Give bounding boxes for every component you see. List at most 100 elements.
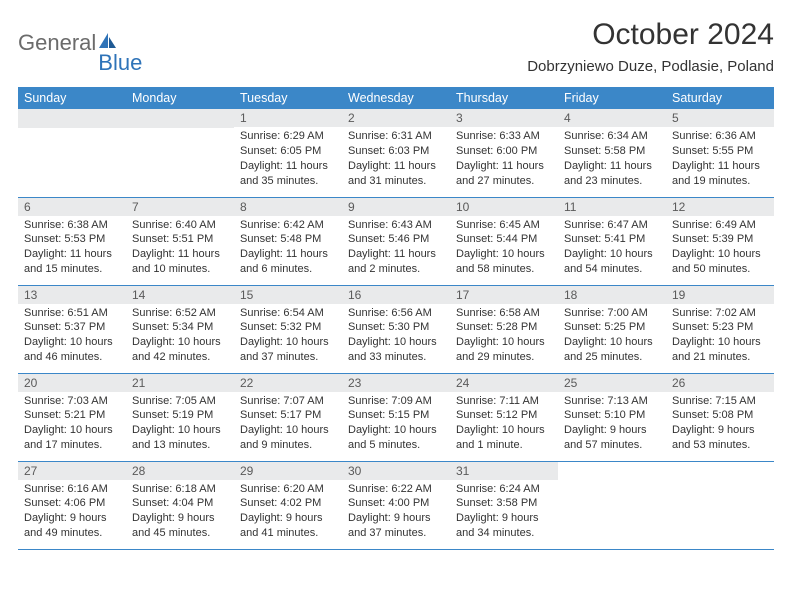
- daylight-line: Daylight: 11 hours and 2 minutes.: [348, 247, 444, 277]
- sunset-line: Sunset: 5:55 PM: [672, 144, 768, 159]
- calendar-day-cell: 25Sunrise: 7:13 AMSunset: 5:10 PMDayligh…: [558, 373, 666, 461]
- sunset-line: Sunset: 3:58 PM: [456, 496, 552, 511]
- calendar-day-cell: 11Sunrise: 6:47 AMSunset: 5:41 PMDayligh…: [558, 197, 666, 285]
- day-number: 20: [18, 374, 126, 392]
- title-block: October 2024 Dobrzyniewo Duze, Podlasie,…: [527, 18, 774, 75]
- sunset-line: Sunset: 5:41 PM: [564, 232, 660, 247]
- day-details: Sunrise: 6:29 AMSunset: 6:05 PMDaylight:…: [234, 127, 342, 192]
- calendar-empty-cell: [558, 461, 666, 549]
- daylight-line: Daylight: 9 hours and 37 minutes.: [348, 511, 444, 541]
- sunrise-line: Sunrise: 6:29 AM: [240, 129, 336, 144]
- sunrise-line: Sunrise: 7:07 AM: [240, 394, 336, 409]
- calendar-day-cell: 24Sunrise: 7:11 AMSunset: 5:12 PMDayligh…: [450, 373, 558, 461]
- calendar-day-cell: 1Sunrise: 6:29 AMSunset: 6:05 PMDaylight…: [234, 109, 342, 197]
- calendar-day-cell: 22Sunrise: 7:07 AMSunset: 5:17 PMDayligh…: [234, 373, 342, 461]
- calendar-day-cell: 10Sunrise: 6:45 AMSunset: 5:44 PMDayligh…: [450, 197, 558, 285]
- sunset-line: Sunset: 5:19 PM: [132, 408, 228, 423]
- calendar-week-row: 13Sunrise: 6:51 AMSunset: 5:37 PMDayligh…: [18, 285, 774, 373]
- day-details: Sunrise: 6:33 AMSunset: 6:00 PMDaylight:…: [450, 127, 558, 192]
- daylight-line: Daylight: 9 hours and 49 minutes.: [24, 511, 120, 541]
- day-number: 12: [666, 198, 774, 216]
- daylight-line: Daylight: 10 hours and 37 minutes.: [240, 335, 336, 365]
- sunset-line: Sunset: 5:10 PM: [564, 408, 660, 423]
- sunset-line: Sunset: 5:28 PM: [456, 320, 552, 335]
- day-number: 9: [342, 198, 450, 216]
- day-details: Sunrise: 6:16 AMSunset: 4:06 PMDaylight:…: [18, 480, 126, 545]
- calendar-day-cell: 18Sunrise: 7:00 AMSunset: 5:25 PMDayligh…: [558, 285, 666, 373]
- sunrise-line: Sunrise: 6:51 AM: [24, 306, 120, 321]
- sunrise-line: Sunrise: 7:09 AM: [348, 394, 444, 409]
- sunset-line: Sunset: 5:15 PM: [348, 408, 444, 423]
- sunset-line: Sunset: 5:39 PM: [672, 232, 768, 247]
- calendar-day-cell: 12Sunrise: 6:49 AMSunset: 5:39 PMDayligh…: [666, 197, 774, 285]
- day-details: Sunrise: 7:05 AMSunset: 5:19 PMDaylight:…: [126, 392, 234, 457]
- daylight-line: Daylight: 10 hours and 21 minutes.: [672, 335, 768, 365]
- daylight-line: Daylight: 11 hours and 23 minutes.: [564, 159, 660, 189]
- sunset-line: Sunset: 5:30 PM: [348, 320, 444, 335]
- day-number: 25: [558, 374, 666, 392]
- day-details: Sunrise: 6:43 AMSunset: 5:46 PMDaylight:…: [342, 216, 450, 281]
- sunset-line: Sunset: 5:58 PM: [564, 144, 660, 159]
- sunrise-line: Sunrise: 6:18 AM: [132, 482, 228, 497]
- sunset-line: Sunset: 5:48 PM: [240, 232, 336, 247]
- day-number: 3: [450, 109, 558, 127]
- sunrise-line: Sunrise: 6:54 AM: [240, 306, 336, 321]
- day-details: Sunrise: 6:31 AMSunset: 6:03 PMDaylight:…: [342, 127, 450, 192]
- daylight-line: Daylight: 10 hours and 33 minutes.: [348, 335, 444, 365]
- daylight-line: Daylight: 10 hours and 50 minutes.: [672, 247, 768, 277]
- day-details: Sunrise: 7:00 AMSunset: 5:25 PMDaylight:…: [558, 304, 666, 369]
- sunset-line: Sunset: 5:32 PM: [240, 320, 336, 335]
- day-number: 13: [18, 286, 126, 304]
- calendar-day-cell: 27Sunrise: 6:16 AMSunset: 4:06 PMDayligh…: [18, 461, 126, 549]
- daylight-line: Daylight: 10 hours and 29 minutes.: [456, 335, 552, 365]
- day-details: Sunrise: 6:42 AMSunset: 5:48 PMDaylight:…: [234, 216, 342, 281]
- day-details: Sunrise: 6:18 AMSunset: 4:04 PMDaylight:…: [126, 480, 234, 545]
- daylight-line: Daylight: 10 hours and 46 minutes.: [24, 335, 120, 365]
- sunrise-line: Sunrise: 6:52 AM: [132, 306, 228, 321]
- calendar-day-cell: 8Sunrise: 6:42 AMSunset: 5:48 PMDaylight…: [234, 197, 342, 285]
- daylight-line: Daylight: 11 hours and 31 minutes.: [348, 159, 444, 189]
- sunset-line: Sunset: 5:53 PM: [24, 232, 120, 247]
- sunset-line: Sunset: 5:23 PM: [672, 320, 768, 335]
- sunset-line: Sunset: 4:04 PM: [132, 496, 228, 511]
- daylight-line: Daylight: 11 hours and 10 minutes.: [132, 247, 228, 277]
- sunrise-line: Sunrise: 6:34 AM: [564, 129, 660, 144]
- day-number: 14: [126, 286, 234, 304]
- day-number: 29: [234, 462, 342, 480]
- sunrise-line: Sunrise: 7:13 AM: [564, 394, 660, 409]
- weekday-header: Monday: [126, 87, 234, 109]
- sunset-line: Sunset: 5:25 PM: [564, 320, 660, 335]
- calendar-week-row: 6Sunrise: 6:38 AMSunset: 5:53 PMDaylight…: [18, 197, 774, 285]
- calendar-day-cell: 20Sunrise: 7:03 AMSunset: 5:21 PMDayligh…: [18, 373, 126, 461]
- sunrise-line: Sunrise: 6:22 AM: [348, 482, 444, 497]
- day-number: 6: [18, 198, 126, 216]
- day-number: 7: [126, 198, 234, 216]
- day-details: Sunrise: 7:07 AMSunset: 5:17 PMDaylight:…: [234, 392, 342, 457]
- empty-daynum: [18, 109, 126, 128]
- daylight-line: Daylight: 11 hours and 6 minutes.: [240, 247, 336, 277]
- daylight-line: Daylight: 10 hours and 13 minutes.: [132, 423, 228, 453]
- calendar-day-cell: 7Sunrise: 6:40 AMSunset: 5:51 PMDaylight…: [126, 197, 234, 285]
- calendar-day-cell: 13Sunrise: 6:51 AMSunset: 5:37 PMDayligh…: [18, 285, 126, 373]
- sunrise-line: Sunrise: 7:02 AM: [672, 306, 768, 321]
- calendar-day-cell: 9Sunrise: 6:43 AMSunset: 5:46 PMDaylight…: [342, 197, 450, 285]
- day-details: Sunrise: 7:11 AMSunset: 5:12 PMDaylight:…: [450, 392, 558, 457]
- day-details: Sunrise: 6:40 AMSunset: 5:51 PMDaylight:…: [126, 216, 234, 281]
- sunset-line: Sunset: 5:34 PM: [132, 320, 228, 335]
- calendar-week-row: 20Sunrise: 7:03 AMSunset: 5:21 PMDayligh…: [18, 373, 774, 461]
- calendar-empty-cell: [126, 109, 234, 197]
- day-details: Sunrise: 6:51 AMSunset: 5:37 PMDaylight:…: [18, 304, 126, 369]
- calendar-body: 1Sunrise: 6:29 AMSunset: 6:05 PMDaylight…: [18, 109, 774, 549]
- daylight-line: Daylight: 10 hours and 58 minutes.: [456, 247, 552, 277]
- day-details: Sunrise: 6:47 AMSunset: 5:41 PMDaylight:…: [558, 216, 666, 281]
- daylight-line: Daylight: 10 hours and 5 minutes.: [348, 423, 444, 453]
- empty-daynum: [126, 109, 234, 128]
- day-details: Sunrise: 7:03 AMSunset: 5:21 PMDaylight:…: [18, 392, 126, 457]
- brand-part2: Blue: [98, 52, 142, 74]
- calendar-day-cell: 6Sunrise: 6:38 AMSunset: 5:53 PMDaylight…: [18, 197, 126, 285]
- day-number: 5: [666, 109, 774, 127]
- day-details: Sunrise: 7:09 AMSunset: 5:15 PMDaylight:…: [342, 392, 450, 457]
- day-number: 24: [450, 374, 558, 392]
- sunset-line: Sunset: 6:05 PM: [240, 144, 336, 159]
- sunrise-line: Sunrise: 6:20 AM: [240, 482, 336, 497]
